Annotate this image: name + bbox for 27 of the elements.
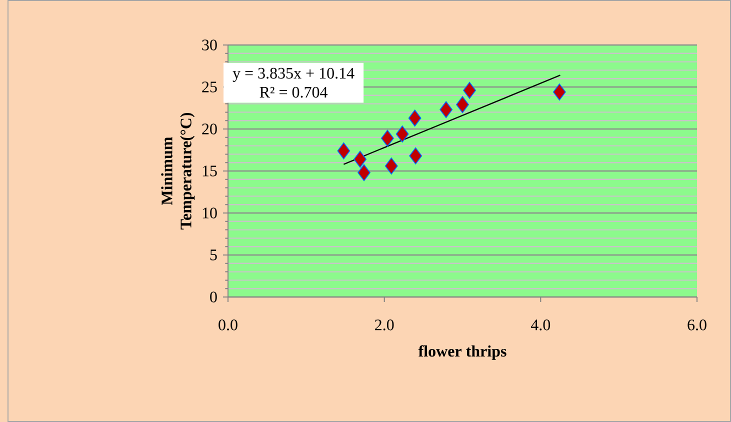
point bbox=[384, 158, 398, 174]
point bbox=[396, 126, 409, 142]
point bbox=[408, 110, 422, 127]
point bbox=[409, 147, 422, 164]
point bbox=[440, 101, 453, 118]
x-axis-title: flower thrips bbox=[418, 345, 506, 360]
x-tick-label: 2.0 bbox=[375, 320, 394, 330]
annotation: R² = 0.704 bbox=[260, 86, 328, 98]
point bbox=[337, 142, 350, 160]
y-tick-label: 0 bbox=[210, 292, 217, 302]
point bbox=[358, 164, 370, 182]
point bbox=[463, 82, 476, 99]
annotation: y = 3.835x + 10.14 bbox=[232, 68, 354, 82]
y-axis-title: Minimum Temperature(°C) bbox=[161, 112, 195, 230]
point bbox=[552, 84, 566, 100]
y-tick-label: 30 bbox=[202, 40, 217, 50]
y-tick-label: 20 bbox=[202, 124, 217, 134]
y-tick-label: 15 bbox=[202, 166, 217, 176]
x-tick-label: 4.0 bbox=[530, 320, 550, 330]
y-tick-label: 10 bbox=[202, 208, 217, 218]
y-tick-label: 5 bbox=[210, 250, 217, 260]
x-tick-label: 6.0 bbox=[688, 320, 706, 330]
point bbox=[381, 130, 394, 147]
point bbox=[354, 150, 367, 168]
y-tick-label: 25 bbox=[202, 82, 217, 92]
point bbox=[456, 96, 469, 114]
x-tick-label: 0.0 bbox=[218, 320, 238, 330]
